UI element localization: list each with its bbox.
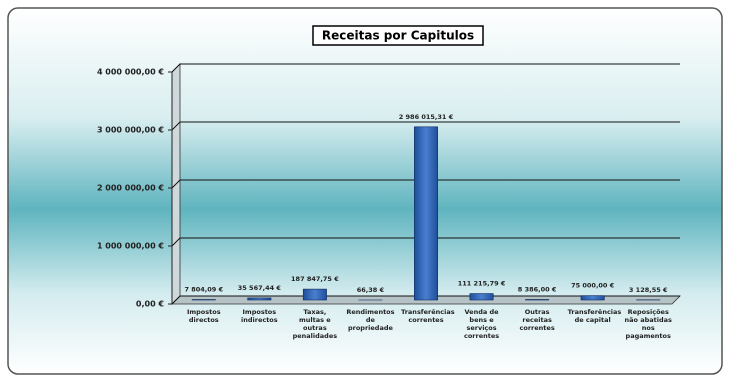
value-label: 187 847,75 € bbox=[291, 275, 339, 283]
y-tick-label: 2 000 000,00 € bbox=[97, 184, 164, 193]
value-label: 7 804,09 € bbox=[184, 286, 223, 294]
x-tick-label: Rendimentos de propriedade bbox=[346, 308, 395, 332]
bar bbox=[247, 297, 272, 301]
y-tick-label: 1 000 000,00 € bbox=[97, 242, 164, 251]
value-label: 66,38 € bbox=[357, 286, 385, 294]
x-tick-label: Transferências correntes bbox=[401, 308, 455, 324]
x-tick-label: Transferências de capital bbox=[567, 308, 622, 324]
y-tick-label: 0,00 € bbox=[136, 300, 165, 309]
y-tick-label: 3 000 000,00 € bbox=[97, 126, 164, 135]
x-tick-label: Venda de bens e serviços correntes bbox=[463, 308, 500, 340]
y-tick-label: 4 000 000,00 € bbox=[97, 68, 164, 77]
frame bbox=[7, 7, 723, 375]
x-tick-label: Reposições não abatidas nos pagamentos bbox=[624, 308, 672, 340]
bar bbox=[580, 295, 605, 301]
x-tick-label: Impostos directos bbox=[186, 308, 221, 324]
value-label: 3 128,55 € bbox=[629, 286, 668, 294]
grid-line bbox=[171, 295, 680, 305]
value-label: 35 567,44 € bbox=[238, 284, 282, 292]
value-label: 2 986 015,31 € bbox=[399, 113, 454, 121]
value-label: 111 215,79 € bbox=[458, 280, 506, 288]
grid-line bbox=[171, 237, 680, 247]
grid-line bbox=[171, 179, 680, 189]
bar bbox=[302, 288, 327, 301]
x-tick-label: Impostos indirectos bbox=[241, 308, 278, 324]
x-tick-label: Outras receitas correntes bbox=[519, 308, 555, 332]
bar bbox=[414, 126, 438, 301]
title-box bbox=[312, 25, 484, 46]
chart-title: Receitas por Capitulos bbox=[322, 29, 474, 43]
grid-line bbox=[171, 121, 680, 131]
bar bbox=[469, 293, 494, 301]
x-tick-label: Taxas, multas e outras penalidades bbox=[292, 308, 338, 340]
value-label: 8 386,00 € bbox=[518, 286, 557, 294]
grid-line bbox=[171, 63, 680, 73]
value-label: 75 000,00 € bbox=[571, 282, 615, 290]
